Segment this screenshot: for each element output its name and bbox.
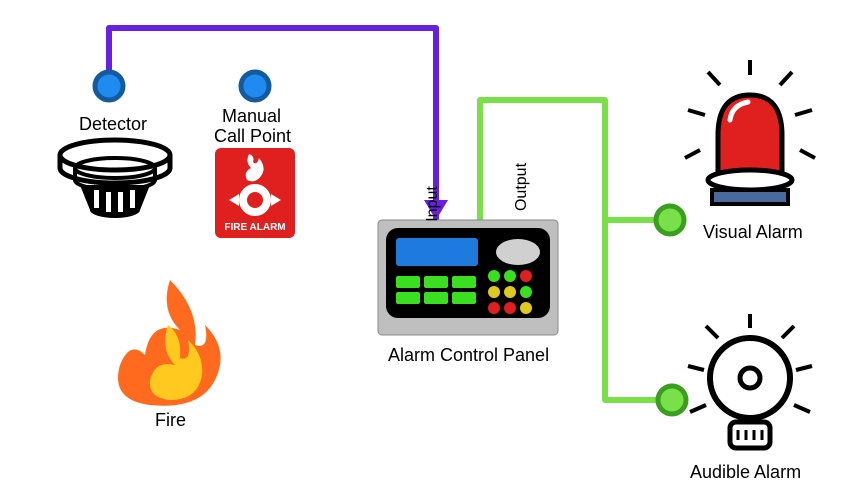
input-label: Input <box>424 186 442 222</box>
manual-call-point-label-2: Call Point <box>214 126 291 147</box>
alarm-control-panel-label: Alarm Control Panel <box>388 345 549 366</box>
audible-alarm-icon <box>0 0 859 500</box>
manual-call-point-label-1: Manual <box>222 106 281 127</box>
fire-label: Fire <box>155 410 186 431</box>
output-label: Output <box>513 163 531 211</box>
visual-alarm-label: Visual Alarm <box>703 222 803 243</box>
audible-alarm-label: Audible Alarm <box>690 462 801 483</box>
detector-label: Detector <box>79 114 147 135</box>
